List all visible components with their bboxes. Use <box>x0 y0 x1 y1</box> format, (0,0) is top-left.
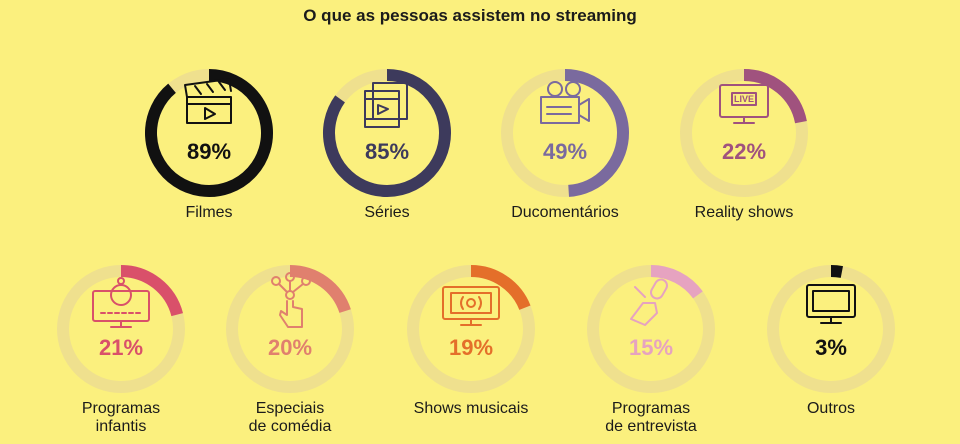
percent-label: 15% <box>629 335 673 360</box>
donut-item: 20% Especiais de comédia <box>226 265 354 435</box>
percent-label: 89% <box>187 139 231 164</box>
donut-item: 21% Programas infantis <box>57 265 185 435</box>
donut-item: 85% Séries <box>323 69 451 221</box>
category-label: Ducomentários <box>511 204 619 221</box>
clapperboard-icon <box>184 78 232 124</box>
category-label: Reality shows <box>695 204 794 221</box>
donut-arc <box>289 265 351 314</box>
donut-arc <box>145 69 273 197</box>
percent-label: 19% <box>449 335 493 360</box>
percent-label: 3% <box>815 335 847 360</box>
category-label: Shows musicais <box>414 400 529 417</box>
donut-arc <box>743 69 807 124</box>
movie-camera-icon <box>540 81 590 124</box>
donut-item: 15% Programas de entrevista <box>587 265 715 435</box>
category-label: Outros <box>807 400 855 417</box>
category-label: Séries <box>364 204 409 221</box>
category-label: Programas infantis <box>82 400 160 435</box>
hand-touch-icon <box>271 272 311 328</box>
kids-tv-icon <box>92 277 150 328</box>
music-tv-icon <box>442 286 500 326</box>
percent-label: 49% <box>543 139 587 164</box>
donut-item: LIVE 22% Reality shows <box>680 69 808 221</box>
donut-arc <box>120 265 183 317</box>
percent-label: 85% <box>365 139 409 164</box>
percent-label: 20% <box>268 335 312 360</box>
donut-arc <box>830 265 843 278</box>
donut-item: 49% Ducomentários <box>501 69 629 221</box>
chart-title: O que as pessoas assistem no streaming <box>303 6 637 25</box>
donut-arc <box>564 69 629 197</box>
donut-item: 19% Shows musicais <box>407 265 535 417</box>
film-frames-icon <box>364 82 408 128</box>
tv-icon <box>806 284 856 324</box>
category-label: Especiais de comédia <box>249 400 332 435</box>
percent-label: 21% <box>99 335 143 360</box>
category-label: Filmes <box>185 204 232 221</box>
donut-track <box>767 265 895 393</box>
donut-arc <box>470 265 531 311</box>
donut-arc <box>650 265 703 299</box>
category-label: Programas de entrevista <box>605 400 697 435</box>
donut-arc <box>323 69 451 197</box>
microphone-hand-icon <box>630 278 668 326</box>
live-tv-icon: LIVE <box>719 84 769 124</box>
svg-text:LIVE: LIVE <box>734 94 754 104</box>
donut-item: 89% Filmes <box>145 69 273 221</box>
donut-item: 3% Outros <box>767 265 895 417</box>
percent-label: 22% <box>722 139 766 164</box>
